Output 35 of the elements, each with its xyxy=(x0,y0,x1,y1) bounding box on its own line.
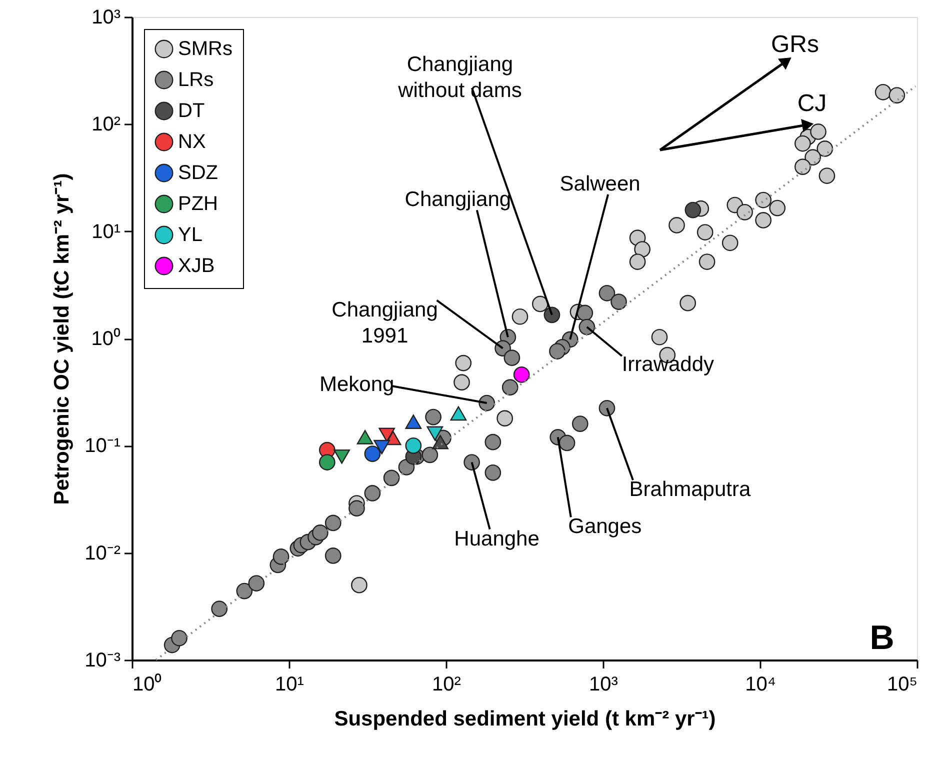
x-tick-label: 10³ xyxy=(589,674,618,696)
annotation: Changjiang 1991 xyxy=(332,298,438,348)
annotation: Salween xyxy=(560,172,640,196)
legend-label: YL xyxy=(178,224,202,246)
y-tick-label: 10⁻³ xyxy=(84,650,121,672)
y-tick-label: 10¹ xyxy=(92,220,121,243)
x-tick-label: 10⁵ xyxy=(886,674,918,696)
y-tick-label: 10⁻¹ xyxy=(84,435,121,458)
annotation: Irrawaddy xyxy=(622,353,715,376)
annotation: Changjiang without dams xyxy=(397,52,522,102)
legend-label: NX xyxy=(178,131,206,153)
legend-label: DT xyxy=(178,100,205,122)
y-tick-label: 10⁻² xyxy=(84,542,121,564)
annotation: Ganges xyxy=(568,515,642,538)
annotation: Brahmaputra xyxy=(629,478,751,502)
annotation: CJ xyxy=(797,90,827,117)
legend-label: SDZ xyxy=(178,162,218,184)
legend-label: LRs xyxy=(178,69,214,91)
annotation: B xyxy=(870,619,894,657)
legend-label: SMRs xyxy=(178,38,232,60)
y-tick-label: 10⁰ xyxy=(91,327,120,350)
annotation: Mekong xyxy=(319,373,394,396)
annotation: Changjiang xyxy=(404,188,512,212)
x-tick-label: 10⁴ xyxy=(745,674,776,696)
y-tick-label: 10² xyxy=(92,114,121,136)
x-tick-label: 10² xyxy=(432,674,462,696)
x-tick-label: 10⁰ xyxy=(132,672,162,696)
x-axis-title: Suspended sediment yield (t km⁻² yr⁻¹) xyxy=(334,708,716,730)
x-tick-label: 10¹ xyxy=(275,674,304,696)
y-axis-title: Petrogenic OC yield (tC km⁻² yr⁻¹) xyxy=(50,173,74,505)
y-tick-label: 10³ xyxy=(92,6,121,28)
legend-label: XJB xyxy=(178,255,215,277)
legend-label: PZH xyxy=(178,193,218,215)
annotation: GRs xyxy=(771,31,819,58)
annotation: Huanghe xyxy=(454,527,540,550)
